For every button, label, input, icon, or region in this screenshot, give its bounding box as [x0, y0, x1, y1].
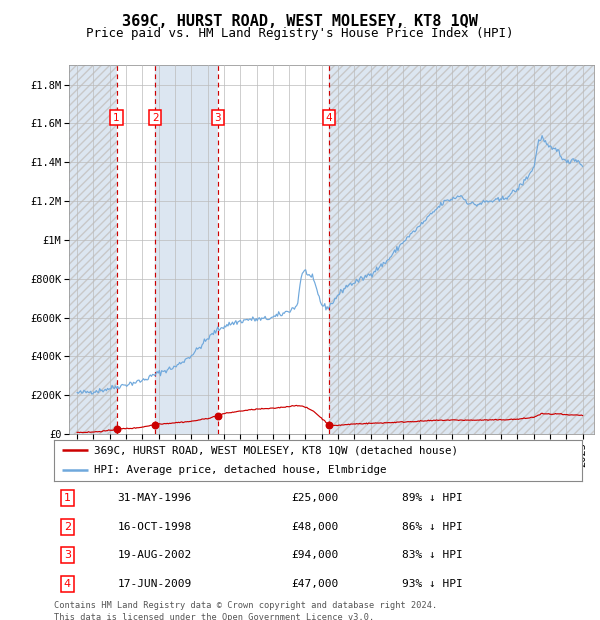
- Point: [325, 420, 334, 430]
- Text: 369C, HURST ROAD, WEST MOLESEY, KT8 1QW (detached house): 369C, HURST ROAD, WEST MOLESEY, KT8 1QW …: [94, 445, 458, 455]
- Text: 2: 2: [64, 521, 71, 531]
- Text: 3: 3: [64, 551, 71, 560]
- Text: £48,000: £48,000: [292, 521, 339, 531]
- Text: 16-OCT-1998: 16-OCT-1998: [118, 521, 191, 531]
- Bar: [218, 65, 329, 434]
- Bar: [155, 65, 218, 434]
- Text: 31-MAY-1996: 31-MAY-1996: [118, 493, 191, 503]
- Text: £94,000: £94,000: [292, 551, 339, 560]
- Text: 4: 4: [326, 112, 332, 123]
- Bar: [69, 65, 116, 434]
- Text: Contains HM Land Registry data © Crown copyright and database right 2024.: Contains HM Land Registry data © Crown c…: [54, 601, 437, 611]
- Point: [112, 424, 121, 434]
- Text: 1: 1: [64, 493, 71, 503]
- Text: 17-JUN-2009: 17-JUN-2009: [118, 579, 191, 589]
- Text: 89% ↓ HPI: 89% ↓ HPI: [403, 493, 463, 503]
- Text: 86% ↓ HPI: 86% ↓ HPI: [403, 521, 463, 531]
- Bar: [329, 65, 594, 434]
- Text: 369C, HURST ROAD, WEST MOLESEY, KT8 1QW: 369C, HURST ROAD, WEST MOLESEY, KT8 1QW: [122, 14, 478, 29]
- Bar: [329, 65, 594, 434]
- Text: 4: 4: [64, 579, 71, 589]
- Text: 3: 3: [215, 112, 221, 123]
- Text: Price paid vs. HM Land Registry's House Price Index (HPI): Price paid vs. HM Land Registry's House …: [86, 27, 514, 40]
- Bar: [116, 65, 155, 434]
- Text: 19-AUG-2002: 19-AUG-2002: [118, 551, 191, 560]
- Text: £25,000: £25,000: [292, 493, 339, 503]
- Text: 1: 1: [113, 112, 120, 123]
- Text: 83% ↓ HPI: 83% ↓ HPI: [403, 551, 463, 560]
- Text: 93% ↓ HPI: 93% ↓ HPI: [403, 579, 463, 589]
- Bar: [69, 65, 116, 434]
- Text: HPI: Average price, detached house, Elmbridge: HPI: Average price, detached house, Elmb…: [94, 466, 386, 476]
- Text: £47,000: £47,000: [292, 579, 339, 589]
- Point: [151, 420, 160, 430]
- Point: [213, 411, 223, 421]
- Text: This data is licensed under the Open Government Licence v3.0.: This data is licensed under the Open Gov…: [54, 613, 374, 620]
- Text: 2: 2: [152, 112, 158, 123]
